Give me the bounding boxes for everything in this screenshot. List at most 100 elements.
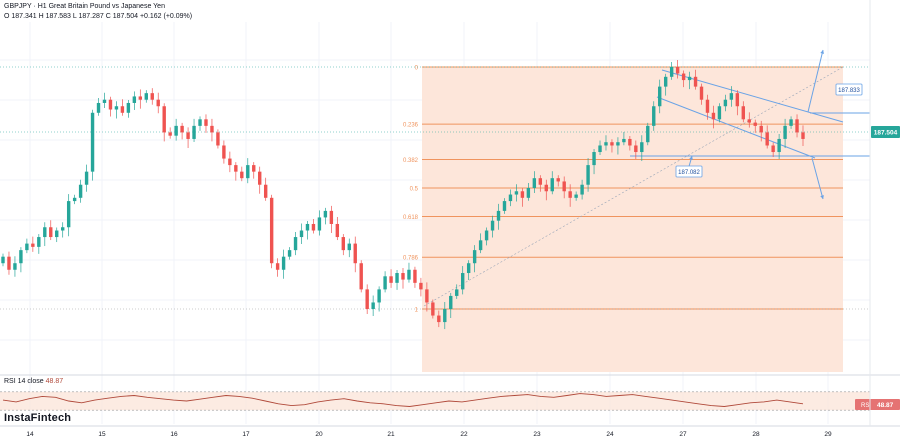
candle (681, 73, 686, 81)
rsi-badge-value: 48.87 (877, 402, 894, 409)
candle (311, 223, 316, 231)
candle (449, 295, 453, 309)
candle (156, 99, 160, 107)
fib-level-label: 0.5 (410, 187, 419, 193)
candle (562, 181, 566, 192)
rsi-badge (855, 399, 900, 410)
candle (323, 210, 328, 218)
candle (592, 152, 596, 166)
candle (204, 119, 208, 126)
candle (556, 178, 560, 182)
candle (174, 125, 178, 136)
rsi-band (0, 391, 870, 411)
candle (19, 250, 23, 264)
candle (628, 138, 632, 146)
candle (401, 273, 405, 280)
candle (25, 243, 29, 251)
candle (108, 99, 113, 110)
candle (652, 106, 656, 126)
candle (138, 96, 143, 100)
annotation-high: 187.833 (838, 88, 860, 94)
brand-logo: InstaFintech (4, 412, 72, 424)
candle (31, 243, 35, 247)
annotation-box-high (835, 83, 863, 96)
candle (789, 119, 793, 126)
candle (478, 240, 483, 251)
candle (198, 119, 202, 126)
candle (550, 178, 554, 192)
x-tick-label: 15 (98, 431, 106, 438)
candle (646, 125, 650, 143)
candle (586, 165, 590, 185)
candle (359, 263, 363, 290)
candle (102, 99, 107, 103)
candle (514, 191, 519, 195)
candle (461, 273, 465, 290)
candle (783, 125, 787, 139)
x-tick-label: 16 (170, 431, 178, 438)
candle (741, 106, 745, 120)
fib-level-label: 0 (415, 66, 419, 72)
candle (407, 269, 411, 280)
candle (622, 138, 626, 143)
fib-level-label: 0.236 (403, 123, 419, 129)
candle (443, 309, 447, 323)
candle (598, 145, 602, 153)
candle (120, 106, 125, 113)
candle (437, 315, 441, 323)
candle (347, 243, 351, 251)
candle (317, 217, 322, 231)
candle (765, 132, 769, 146)
candle (228, 158, 232, 166)
trend-line (423, 66, 844, 307)
candle (759, 125, 763, 133)
candle (329, 210, 334, 224)
candle (508, 194, 513, 202)
candle (7, 256, 11, 270)
candle (496, 210, 501, 221)
candle (574, 194, 578, 198)
arrow-down (811, 157, 824, 200)
candle (747, 119, 751, 123)
ohlc-readout: O 187.341 H 187.583 L 187.287 C 187.504 … (4, 13, 193, 20)
candle (419, 282, 423, 290)
candle (186, 132, 190, 139)
candle (180, 125, 184, 133)
annotation-low: 187.082 (678, 170, 700, 176)
candle (216, 132, 220, 146)
fib-level-label: 0.618 (403, 215, 419, 221)
candle (753, 122, 757, 126)
candle (723, 99, 728, 107)
candle (711, 112, 716, 120)
candle (305, 223, 310, 231)
x-tick-label: 27 (679, 431, 687, 438)
x-tick-label: 28 (752, 431, 760, 438)
candle (425, 289, 429, 303)
candle (580, 184, 584, 195)
candle (275, 263, 280, 270)
fib-level-label: 1 (415, 308, 419, 314)
arrow-up-head (820, 50, 825, 54)
x-tick-label: 24 (606, 431, 614, 438)
rsi-title: RSI 14 close 48.87 (4, 378, 64, 385)
candle (281, 256, 286, 270)
arrow-down-head (820, 195, 824, 199)
candle (413, 269, 417, 283)
candle (455, 289, 459, 296)
candle (293, 237, 298, 251)
candle (490, 220, 495, 231)
candle (269, 197, 274, 264)
candle (538, 178, 543, 185)
rsi-line (2, 393, 804, 407)
fib-level-label: 0.382 (403, 158, 419, 164)
candle (472, 250, 477, 264)
candle (610, 142, 614, 146)
candle (144, 93, 148, 100)
candle (126, 102, 131, 113)
candle (520, 191, 525, 198)
candle (640, 142, 644, 153)
candle (484, 230, 489, 241)
candle (377, 289, 381, 303)
